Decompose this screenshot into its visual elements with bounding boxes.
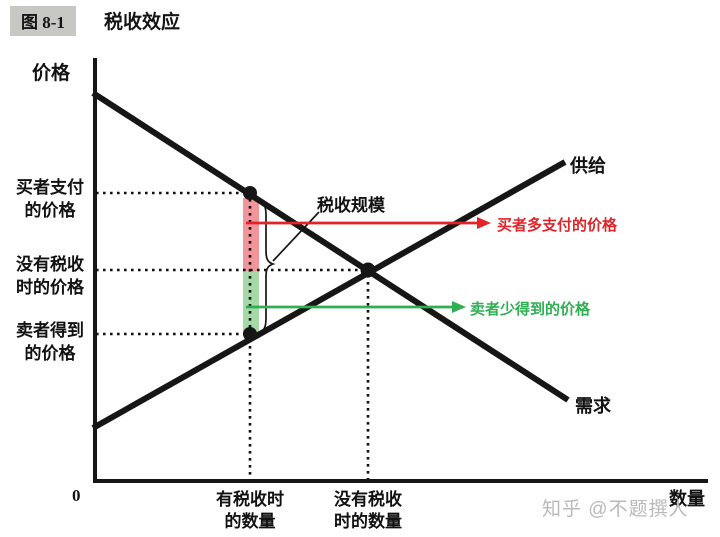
sellers-less-arrowhead-icon — [452, 301, 466, 313]
tax-wedge-brace — [257, 200, 276, 334]
sellers-less-label: 卖者少得到的价格 — [470, 302, 591, 318]
no-tax-price-label: 没有税收 时的价格 — [16, 255, 84, 297]
no-tax-quantity-label: 没有税收 时的数量 — [334, 490, 402, 531]
watermark: 知乎 @不题撰人 — [542, 499, 689, 520]
supply-curve-label: 供给 — [570, 156, 606, 176]
demand-curve — [91, 90, 570, 403]
buyers-extra-arrowhead-icon — [477, 217, 491, 229]
buyer-price-label: 买者支付 的价格 — [16, 178, 84, 220]
demand-curve-label: 需求 — [575, 396, 611, 416]
equilibrium-point — [360, 262, 376, 278]
buyers-extra-label: 买者多支付的价格 — [497, 218, 618, 234]
tax-size-leader-line — [272, 211, 320, 262]
tax-wedge-seller-portion — [243, 271, 259, 332]
x-axis-label: 数量 — [669, 489, 705, 509]
buyer-price-point — [243, 186, 257, 200]
seller-price-label: 卖者得到 的价格 — [16, 321, 84, 363]
supply-curve — [91, 159, 567, 431]
y-axis-label: 价格 — [32, 63, 71, 84]
with-tax-quantity-label: 有税收时 的数量 — [216, 490, 284, 531]
tax-size-label: 税收规模 — [317, 196, 385, 215]
origin-label: 0 — [72, 486, 81, 505]
seller-price-point — [243, 327, 257, 341]
figure-title: 税收效应 — [104, 12, 181, 33]
figure-number-badge: 图 8-1 — [10, 6, 76, 36]
